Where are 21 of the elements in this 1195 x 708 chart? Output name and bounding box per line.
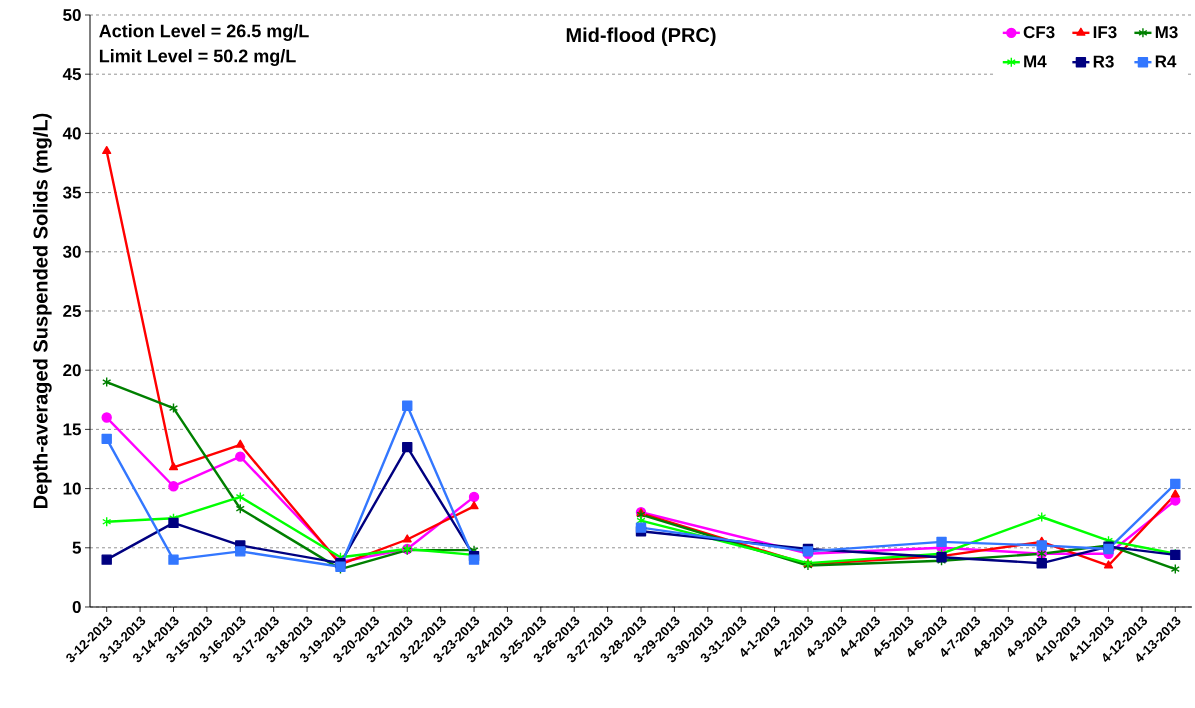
y-tick-label: 10 bbox=[63, 482, 81, 495]
y-tick-label: 50 bbox=[63, 8, 81, 22]
y-tick-label: 40 bbox=[62, 127, 81, 140]
legend-label: R3 bbox=[1093, 55, 1114, 68]
y-tick-label: 35 bbox=[62, 186, 81, 199]
legend-label: IF3 bbox=[1093, 26, 1117, 39]
y-tick-label: 25 bbox=[63, 304, 81, 318]
annotation: Limit Level = 50.2 mg/L bbox=[99, 49, 296, 66]
y-tick-label: 30 bbox=[62, 245, 81, 258]
y-tick-label: 15 bbox=[63, 423, 81, 436]
y-tick-label: 45 bbox=[62, 68, 81, 81]
legend-label: M4 bbox=[1024, 55, 1047, 68]
y-tick-label: 5 bbox=[72, 541, 81, 554]
legend-label: CF3 bbox=[1023, 26, 1055, 39]
text: Mid-flood (PRC) bbox=[566, 27, 716, 47]
legend-label: R4 bbox=[1155, 55, 1177, 68]
y-axis-title: Depth-averaged Suspended Solids (mg/L) bbox=[32, 113, 52, 509]
legend-label: M3 bbox=[1155, 26, 1178, 39]
y-tick-label: 20 bbox=[63, 364, 81, 377]
y-tick-label: 0 bbox=[72, 600, 81, 614]
annotation: Action Level = 26.5 mg/L bbox=[99, 24, 309, 41]
